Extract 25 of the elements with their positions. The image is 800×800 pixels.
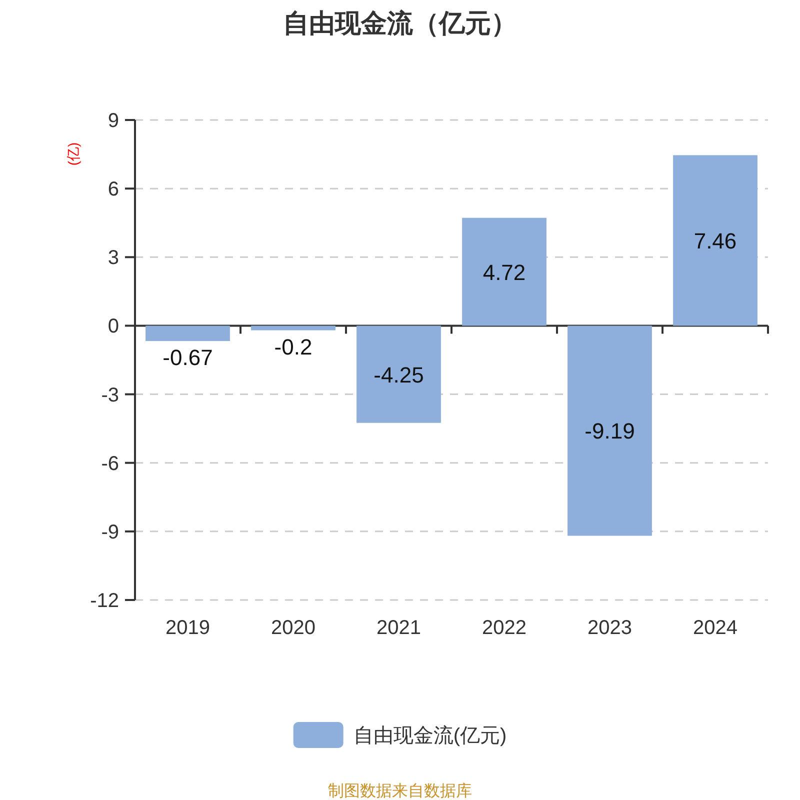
y-tick-label: 6 — [108, 178, 119, 201]
label: -0.67 — [162, 345, 213, 370]
x-tick-label: 2024 — [693, 617, 738, 639]
label: -4.25 — [374, 362, 424, 388]
label: 4.72 — [482, 260, 526, 285]
label: -9.19 — [584, 418, 635, 444]
x-tick-label: 2020 — [271, 617, 316, 639]
legend-label: 自由现金流(亿元) — [353, 725, 507, 747]
label: -0.2 — [274, 334, 312, 360]
y-tick-label: -6 — [101, 452, 119, 475]
y-tick-label: -3 — [101, 384, 119, 406]
x-tick-label: 2019 — [166, 617, 210, 639]
legend: 自由现金流(亿元) — [293, 722, 507, 748]
x-tick-label: 2023 — [588, 617, 632, 639]
y-tick-label: 3 — [108, 247, 119, 270]
x-tick-label: 2022 — [482, 617, 526, 639]
y-tick-label: 0 — [108, 316, 119, 338]
label: 7.46 — [694, 228, 737, 254]
annotation: 制图数据来自数据库 — [328, 783, 472, 800]
y-tick-label: -12 — [90, 590, 119, 612]
y-tick-label: -9 — [101, 521, 119, 544]
x-tick-label: 2021 — [376, 617, 421, 639]
title: 自由现金流（亿元） — [283, 8, 517, 38]
y-tick-label: 9 — [108, 110, 119, 132]
ylabel: (亿) — [65, 142, 81, 166]
